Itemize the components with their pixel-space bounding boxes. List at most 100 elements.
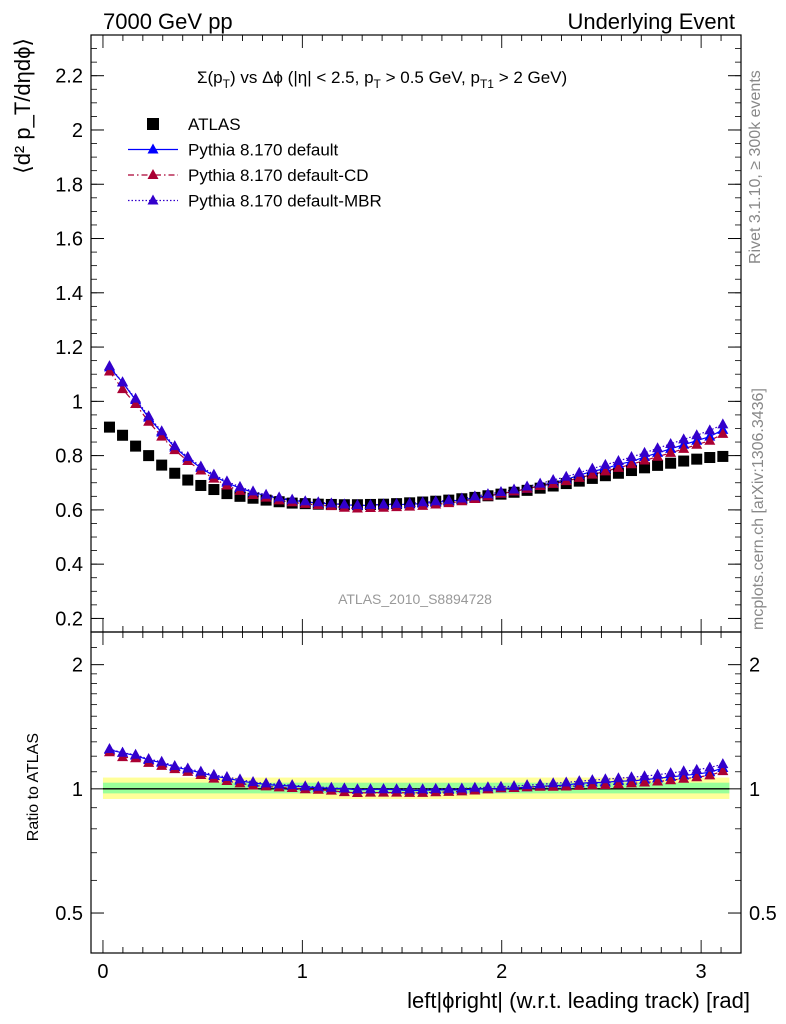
ratio-data-point [208,768,220,779]
mcplots-reference-label: mcplots.cern.ch [arXiv:1306.3436] [750,388,767,630]
ratio-data-point [195,765,207,776]
analysis-id-label: ATLAS_2010_S8894728 [338,591,492,607]
ratio-data-point [273,778,285,789]
data-point-mc [625,450,637,461]
ratio-data-point [652,768,664,779]
data-point-atlas [221,488,233,500]
ratio-data-point [678,765,690,776]
uncertainty-band-green [102,782,730,794]
data-point-atlas [103,421,115,433]
ratio-data-point [612,778,624,789]
data-point-atlas [691,453,703,465]
data-point-atlas [156,459,168,471]
data-point-mc [430,495,442,506]
ratio-data-point [391,783,403,794]
ratio-data-point [717,765,729,776]
data-point-mc [286,493,298,504]
data-point-mc [534,477,546,488]
ratio-data-point [234,773,246,784]
data-point-atlas [625,465,637,477]
xtick-label: 2 [496,961,507,983]
data-point-mc [130,398,142,409]
main-ytick-label: 0.8 [55,446,83,468]
ratio-data-point [639,770,651,781]
data-point-mc [625,458,637,469]
ratio-frame [90,631,742,954]
ratio-data-point [495,780,507,791]
data-point-mc [599,458,611,469]
data-point-mc [364,499,376,510]
data-point-mc [182,450,194,461]
ratio-data-point [625,777,637,788]
legend-marker [147,169,159,179]
ratio-data-point [351,783,363,794]
x-axis-label: left|ϕright| (w.r.t. leading track) [rad… [407,988,750,1013]
ratio-data-point [221,771,233,782]
data-point-atlas [639,462,651,474]
ratio-data-point [117,746,129,757]
data-point-mc [156,425,168,436]
data-point-atlas [599,470,611,482]
ratio-ytick-label-right: 2 [749,655,760,677]
data-point-mc [717,427,729,438]
ratio-data-point [156,755,168,766]
data-point-mc [704,424,716,435]
ratio-data-point [639,776,651,787]
data-point-mc [521,480,533,491]
data-point-atlas [678,455,690,467]
xtick-label: 0 [97,961,108,983]
data-point-mc [639,454,651,465]
data-point-mc [325,497,337,508]
data-point-mc [665,446,677,457]
data-point-atlas [195,479,207,491]
data-point-atlas [117,429,129,441]
ratio-data-point [599,778,611,789]
ratio-data-point [665,767,677,778]
main-ytick-label: 0.6 [55,500,83,522]
data-point-mc [351,499,363,510]
main-ytick-label: 1.8 [55,174,83,196]
data-point-mc [443,494,455,505]
ratio-ytick-label: 0.5 [55,903,83,925]
data-point-mc [378,498,390,509]
ratio-data-point [717,758,729,769]
ratio-data-point [704,761,716,772]
header-left-label: 7000 GeV pp [103,9,233,34]
data-point-atlas [208,484,220,496]
data-point-mc [221,475,233,486]
ratio-data-point [430,782,442,793]
data-point-mc [273,491,285,502]
main-ytick-label: 0.4 [55,554,83,576]
ratio-data-point [286,779,298,790]
data-point-mc [547,474,559,485]
data-point-atlas [130,440,142,452]
ratio-data-point [599,773,611,784]
data-point-atlas [169,467,181,479]
ratio-data-point [169,759,181,770]
main-ytick-label: 1.4 [55,283,83,305]
plot-title-text: Σ(pT​) vs Δϕ (|η| < 2.5, pT​ > 0.5 GeV, … [197,68,567,91]
header-right-label: Underlying Event [567,9,735,34]
main-ytick-label: 0.2 [55,608,83,630]
data-point-mc [312,496,324,507]
data-point-mc [652,450,664,461]
main-ytick-label: 1 [72,391,83,413]
main-ytick-label: 2.2 [55,66,83,88]
data-point-mc [469,490,481,501]
ratio-plot-panel: 0.5 0.5 1 1 2 2 0 1 2 3 [55,631,777,983]
data-point-atlas [717,450,729,462]
main-ytick-label: 1.6 [55,229,83,251]
ratio-data-point [143,753,155,764]
ratio-data-point [521,779,533,790]
legend: ATLAS Pythia 8.170 default Pythia 8.170 de… [128,115,382,211]
data-point-mc [117,383,129,394]
ratio-data-point [364,783,376,794]
ratio-data-point [508,780,520,791]
data-point-mc [508,483,520,494]
data-point-mc [573,466,585,477]
data-point-mc [299,495,311,506]
ratio-data-point [547,777,559,788]
data-point-atlas [665,457,677,469]
ratio-data-point [691,763,703,774]
